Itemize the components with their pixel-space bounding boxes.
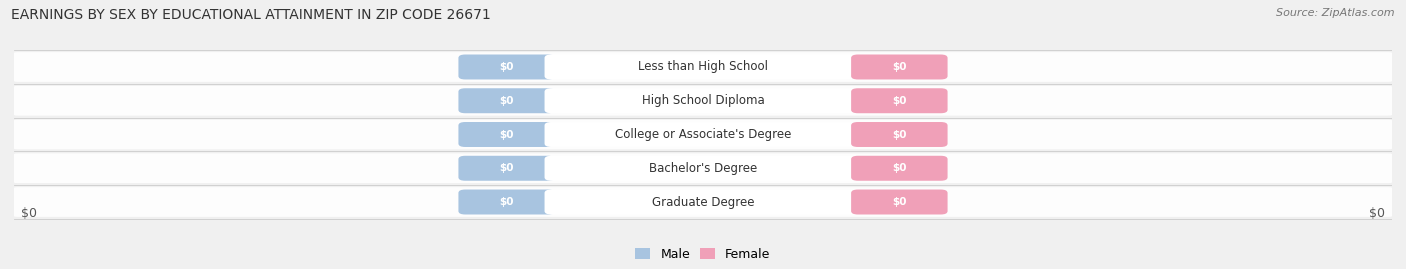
FancyBboxPatch shape: [458, 55, 555, 79]
Text: Source: ZipAtlas.com: Source: ZipAtlas.com: [1277, 8, 1395, 18]
FancyBboxPatch shape: [544, 190, 862, 214]
FancyBboxPatch shape: [544, 156, 862, 181]
Text: $0: $0: [891, 62, 907, 72]
FancyBboxPatch shape: [544, 122, 862, 147]
FancyBboxPatch shape: [458, 88, 555, 113]
Text: High School Diploma: High School Diploma: [641, 94, 765, 107]
Text: Graduate Degree: Graduate Degree: [652, 196, 754, 208]
FancyBboxPatch shape: [13, 120, 1393, 149]
FancyBboxPatch shape: [851, 122, 948, 147]
Text: Less than High School: Less than High School: [638, 61, 768, 73]
Text: $0: $0: [21, 207, 37, 220]
FancyBboxPatch shape: [851, 88, 948, 113]
Text: Bachelor's Degree: Bachelor's Degree: [650, 162, 756, 175]
FancyBboxPatch shape: [13, 153, 1393, 183]
FancyBboxPatch shape: [851, 55, 948, 79]
Text: $0: $0: [499, 197, 515, 207]
Text: $0: $0: [499, 163, 515, 173]
FancyBboxPatch shape: [851, 190, 948, 214]
Text: $0: $0: [499, 129, 515, 140]
Text: $0: $0: [891, 96, 907, 106]
Text: $0: $0: [499, 62, 515, 72]
FancyBboxPatch shape: [458, 156, 555, 181]
FancyBboxPatch shape: [851, 156, 948, 181]
Text: $0: $0: [891, 129, 907, 140]
Legend: Male, Female: Male, Female: [630, 243, 776, 266]
Text: EARNINGS BY SEX BY EDUCATIONAL ATTAINMENT IN ZIP CODE 26671: EARNINGS BY SEX BY EDUCATIONAL ATTAINMEN…: [11, 8, 491, 22]
FancyBboxPatch shape: [13, 52, 1393, 82]
FancyBboxPatch shape: [544, 55, 862, 79]
Text: College or Associate's Degree: College or Associate's Degree: [614, 128, 792, 141]
Text: $0: $0: [891, 163, 907, 173]
FancyBboxPatch shape: [13, 86, 1393, 116]
FancyBboxPatch shape: [458, 122, 555, 147]
FancyBboxPatch shape: [458, 190, 555, 214]
FancyBboxPatch shape: [13, 187, 1393, 217]
Text: $0: $0: [1369, 207, 1385, 220]
Text: $0: $0: [891, 197, 907, 207]
Text: $0: $0: [499, 96, 515, 106]
FancyBboxPatch shape: [544, 88, 862, 113]
